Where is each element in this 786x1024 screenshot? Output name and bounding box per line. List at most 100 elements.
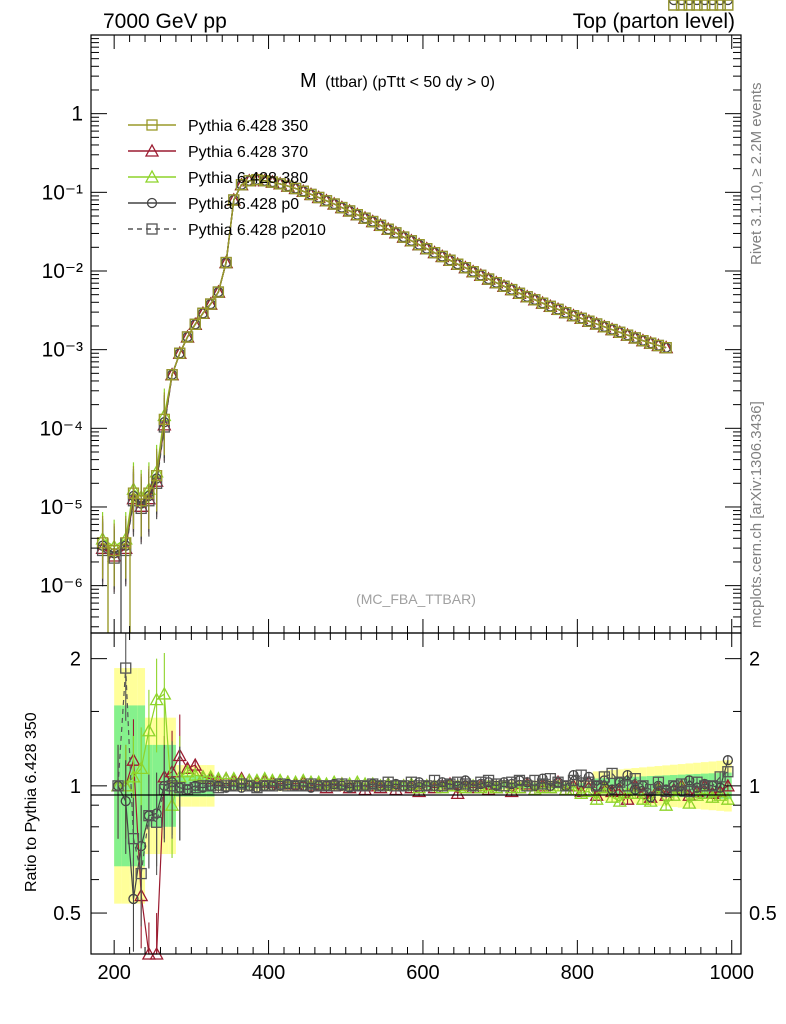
- ratio-marker: [150, 816, 163, 828]
- ratio-marker: [436, 780, 448, 792]
- ratio-marker: [682, 795, 697, 809]
- data-marker: [351, 209, 363, 221]
- data-marker: [382, 223, 394, 235]
- data-marker: [529, 294, 541, 306]
- ratio-marker: [228, 780, 240, 792]
- ratio-frame: [90, 632, 742, 955]
- data-marker: [143, 487, 155, 499]
- ratio-marker: [668, 780, 680, 792]
- ratio-marker: [604, 789, 620, 803]
- data-marker: [212, 286, 225, 298]
- data-marker: [274, 178, 286, 190]
- ratio-marker: [135, 867, 147, 880]
- ratio-marker: [699, 780, 711, 792]
- ratio-marker: [128, 893, 139, 905]
- data-marker: [699, 0, 710, 6]
- ratio-series-pythia-6-428-p2010: [112, 633, 734, 927]
- data-marker: [428, 247, 441, 259]
- data-marker: [567, 310, 580, 322]
- legend-marker: [144, 169, 160, 183]
- data-marker: [235, 179, 248, 191]
- ratio-series-pythia-6-428-370: [110, 714, 735, 960]
- ratio-marker: [328, 780, 340, 792]
- data-marker: [174, 347, 186, 359]
- data-marker: [197, 307, 209, 319]
- main-panel: 1 10⁻¹ 10⁻² 10⁻³ 10⁻⁴ 10⁻⁵ 10⁻⁶ M (ttbar) (pTt…: [40, 0, 742, 634]
- ratio-marker: [367, 778, 379, 790]
- x-tick-label: 1000: [709, 962, 754, 984]
- y-tick-label: 1: [70, 776, 81, 798]
- data-marker: [691, 0, 703, 6]
- data-marker: [506, 283, 518, 296]
- ratio-marker: [583, 776, 595, 788]
- data-marker: [498, 280, 510, 292]
- ratio-marker: [134, 761, 149, 775]
- data-marker: [436, 250, 448, 263]
- ratio-marker: [405, 776, 418, 788]
- ratio-marker: [313, 780, 325, 792]
- ratio-marker: [621, 780, 634, 792]
- y-tick-label: 10⁻⁴: [40, 417, 83, 440]
- ratio-marker: [606, 767, 618, 780]
- data-marker: [390, 227, 402, 239]
- y-tick-label: 0.5: [53, 903, 81, 925]
- y-tick-label: 2: [70, 649, 81, 671]
- chart-title: M (ttbar) (pTtt < 50 dy > 0): [300, 70, 495, 92]
- ratio-marker: [612, 793, 627, 807]
- y-tick-label: 10⁻⁵: [40, 496, 83, 519]
- data-marker: [684, 0, 695, 6]
- ratio-marker: [620, 785, 635, 799]
- ratio-marker: [684, 775, 695, 786]
- data-marker: [722, 0, 734, 6]
- ratio-marker: [174, 782, 186, 794]
- data-marker: [691, 0, 703, 11]
- ratio-marker: [220, 780, 232, 792]
- data-marker: [228, 194, 240, 206]
- y-tick-label-right: 2: [749, 649, 760, 671]
- ratio-marker: [274, 778, 286, 790]
- ratio-marker: [374, 780, 387, 792]
- data-marker: [614, 326, 626, 338]
- ratio-marker: [112, 780, 124, 792]
- ratio-marker: [715, 782, 726, 793]
- legend: Pythia 6.428 350 Pythia 6.428 370 Pythia 6…: [128, 118, 326, 239]
- ratio-marker: [390, 780, 402, 792]
- ratio-marker: [205, 780, 217, 792]
- main-series: [95, 0, 734, 633]
- series-line: [102, 178, 667, 552]
- data-marker: [205, 298, 217, 310]
- data-marker: [606, 323, 618, 336]
- data-marker: [328, 198, 340, 210]
- series-pythia-6-428-370: [95, 172, 674, 592]
- ratio-marker: [120, 662, 132, 674]
- ratio-line: [117, 668, 729, 874]
- ratio-marker: [722, 766, 734, 778]
- ratio-marker: [188, 767, 203, 781]
- data-marker: [490, 277, 502, 289]
- data-marker: [475, 269, 487, 282]
- y-tick-label-right: 0.5: [749, 903, 777, 925]
- ratio-marker: [691, 776, 703, 788]
- ratio-y-axis-label: Ratio to Pythia 6.428 350: [23, 712, 40, 892]
- watermark: (MC_FBA_TTBAR): [356, 591, 476, 607]
- data-marker: [459, 262, 472, 274]
- legend-label: Pythia 6.428 370: [188, 144, 308, 161]
- data-marker: [405, 235, 418, 247]
- x-tick-label: 400: [252, 962, 285, 984]
- data-marker: [158, 413, 170, 426]
- data-marker: [706, 0, 719, 11]
- data-marker: [668, 0, 680, 11]
- ratio-marker: [127, 832, 140, 845]
- data-marker: [590, 318, 603, 330]
- data-marker: [482, 273, 495, 285]
- ratio-marker: [189, 782, 201, 794]
- ratio-marker: [622, 770, 633, 781]
- data-marker: [560, 307, 572, 319]
- legend-entry: Pythia 6.428 350: [128, 118, 308, 135]
- ratio-marker: [444, 778, 456, 790]
- ratio-marker: [297, 780, 309, 792]
- data-marker: [166, 369, 178, 381]
- side-label-rivet: Rivet 3.1.10, ≥ 2.2M events: [748, 83, 765, 266]
- ratio-marker: [498, 780, 510, 792]
- chart-title-sub: (ttbar) (pTtt < 50 dy > 0): [325, 74, 495, 91]
